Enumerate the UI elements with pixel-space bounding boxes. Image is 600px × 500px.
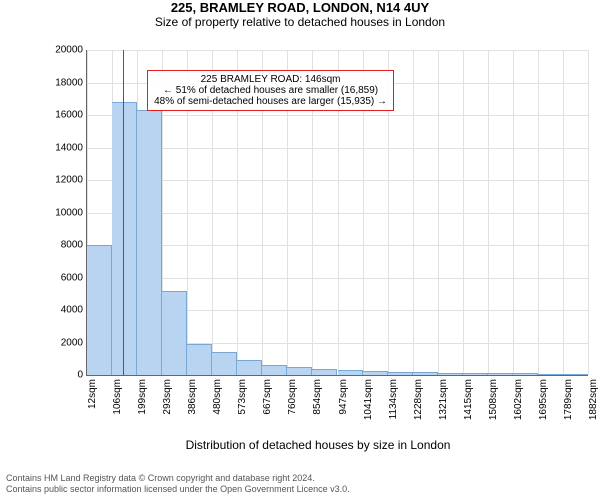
page-title: 225, BRAMLEY ROAD, LONDON, N14 4UY <box>0 0 600 15</box>
x-tick-label: 480sqm <box>212 375 223 415</box>
histogram-bar <box>438 373 463 375</box>
gridline-horizontal <box>87 50 588 51</box>
attribution-footer: Contains HM Land Registry data © Crown c… <box>6 473 594 496</box>
histogram-bar <box>137 110 162 375</box>
x-tick-label: 573sqm <box>237 375 248 415</box>
x-tick-label: 1041sqm <box>363 375 374 420</box>
annotation-line: ← 51% of detached houses are smaller (16… <box>154 85 387 96</box>
x-tick-label: 1695sqm <box>538 375 549 420</box>
y-tick-label: 14000 <box>55 142 83 153</box>
y-tick-label: 8000 <box>61 240 83 251</box>
y-tick-label: 2000 <box>61 337 83 348</box>
gridline-vertical <box>588 50 589 375</box>
histogram-bar <box>563 374 588 375</box>
x-tick-label: 947sqm <box>338 375 349 415</box>
x-tick-label: 293sqm <box>162 375 173 415</box>
y-tick-label: 6000 <box>61 272 83 283</box>
histogram-bar <box>312 369 337 376</box>
gridline-horizontal <box>87 115 588 116</box>
annotation-line: 225 BRAMLEY ROAD: 146sqm <box>154 74 387 85</box>
x-tick-label: 760sqm <box>287 375 298 415</box>
histogram-bar <box>363 371 388 375</box>
gridline-horizontal <box>87 213 588 214</box>
x-tick-label: 1882sqm <box>588 375 599 420</box>
histogram-bar <box>413 372 438 375</box>
y-tick-label: 4000 <box>61 305 83 316</box>
plot-area: 12sqm106sqm199sqm293sqm386sqm480sqm573sq… <box>86 50 588 376</box>
y-tick-label: 0 <box>77 370 83 381</box>
y-tick-label: 16000 <box>55 110 83 121</box>
histogram-bar <box>112 102 137 375</box>
gridline-horizontal <box>87 245 588 246</box>
gridline-horizontal <box>87 278 588 279</box>
histogram-bar <box>87 245 112 375</box>
gridline-horizontal <box>87 148 588 149</box>
histogram-bar <box>538 374 563 375</box>
histogram-bar <box>388 372 413 375</box>
x-tick-label: 106sqm <box>112 375 123 415</box>
x-tick-label: 1228sqm <box>413 375 424 420</box>
x-tick-label: 1415sqm <box>463 375 474 420</box>
page-subtitle: Size of property relative to detached ho… <box>0 15 600 29</box>
histogram-bar <box>162 291 187 376</box>
histogram-bar <box>513 373 538 375</box>
x-axis-label: Distribution of detached houses by size … <box>48 438 588 452</box>
x-tick-label: 854sqm <box>312 375 323 415</box>
x-tick-label: 1789sqm <box>563 375 574 420</box>
annotation-box: 225 BRAMLEY ROAD: 146sqm← 51% of detache… <box>147 70 394 111</box>
histogram-bar <box>262 365 287 375</box>
x-tick-label: 1508sqm <box>488 375 499 420</box>
footer-line-2: Contains public sector information licen… <box>6 484 594 496</box>
reference-line <box>123 50 125 375</box>
histogram-bar <box>287 367 312 375</box>
x-tick-label: 667sqm <box>262 375 273 415</box>
histogram-bar <box>187 344 212 375</box>
x-tick-label: 1134sqm <box>388 375 399 419</box>
footer-line-1: Contains HM Land Registry data © Crown c… <box>6 473 594 485</box>
y-tick-label: 18000 <box>55 77 83 88</box>
histogram-bar <box>488 373 513 375</box>
annotation-line: 48% of semi-detached houses are larger (… <box>154 96 387 107</box>
histogram-bar <box>338 370 363 375</box>
x-tick-label: 12sqm <box>87 375 98 409</box>
x-tick-label: 199sqm <box>137 375 148 415</box>
x-tick-label: 1602sqm <box>513 375 524 420</box>
y-tick-label: 20000 <box>55 45 83 56</box>
histogram-bar <box>463 373 488 375</box>
x-tick-label: 386sqm <box>187 375 198 415</box>
histogram-bar <box>212 352 237 375</box>
y-tick-label: 10000 <box>55 207 83 218</box>
y-tick-label: 12000 <box>55 175 83 186</box>
histogram-bar <box>237 360 262 375</box>
chart-container: Number of detached properties 12sqm106sq… <box>48 50 588 430</box>
gridline-horizontal <box>87 180 588 181</box>
x-tick-label: 1321sqm <box>438 375 449 420</box>
